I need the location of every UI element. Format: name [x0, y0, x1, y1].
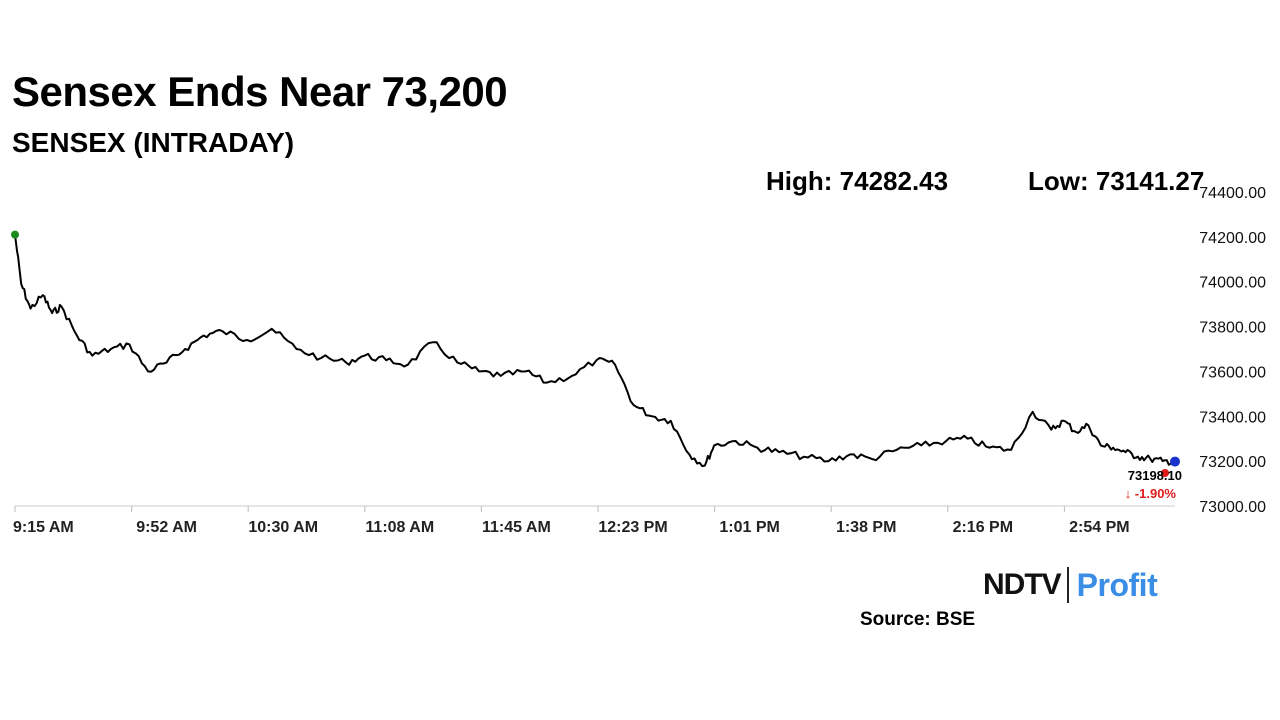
logo-divider [1066, 567, 1069, 603]
y-tick-label: 74000.00 [1199, 275, 1266, 292]
chart-subtitle: SENSEX (INTRADAY) [12, 127, 295, 158]
x-tick-label: 2:54 PM [1069, 519, 1129, 536]
x-tick-label: 2:16 PM [953, 519, 1013, 536]
x-tick-label: 9:52 AM [136, 519, 197, 536]
y-tick-label: 73000.00 [1199, 499, 1266, 516]
current-point-marker [1170, 456, 1180, 467]
y-tick-label: 73200.00 [1199, 454, 1266, 471]
y-tick-label: 74400.00 [1199, 185, 1266, 202]
logo-ndtv-text: NDTV [983, 568, 1062, 601]
day-high-label: High: 74282.43 [766, 166, 949, 196]
y-tick-label: 73800.00 [1199, 320, 1266, 337]
start-point-marker [11, 230, 19, 239]
sensex-series-line [14, 234, 1176, 468]
x-tick-label: 1:38 PM [836, 519, 896, 536]
y-tick-label: 73600.00 [1199, 364, 1266, 381]
x-tick-label: 1:01 PM [719, 519, 779, 536]
x-tick-label: 12:23 PM [598, 519, 667, 536]
y-tick-label: 74200.00 [1199, 230, 1266, 247]
chart-title: Sensex Ends Near 73,200 [12, 68, 508, 115]
x-tick-label: 9:15 AM [13, 519, 74, 536]
x-tick-label: 10:30 AM [248, 519, 318, 536]
logo-profit-text: Profit [1076, 566, 1158, 603]
y-axis-ticks: 74400.00 74200.00 74000.00 73800.00 73600.00… [1199, 185, 1266, 516]
change-percent-label: ↓ -1.90% [1125, 486, 1177, 501]
day-low-label: Low: 73141.27 [1028, 166, 1205, 196]
ndtv-profit-logo: NDTV Profit [983, 565, 1158, 605]
source-label: Source: BSE [860, 609, 976, 630]
y-tick-label: 73400.00 [1199, 409, 1266, 426]
last-value-label: 73198.10 [1128, 468, 1182, 483]
end-point-marker [1161, 469, 1169, 477]
x-tick-label: 11:45 AM [482, 519, 551, 536]
x-tick-label: 11:08 AM [365, 519, 434, 536]
x-axis-ticks: 9:15 AM 9:52 AM 10:30 AM 11:08 AM 11:45 AM 12… [13, 506, 1130, 536]
